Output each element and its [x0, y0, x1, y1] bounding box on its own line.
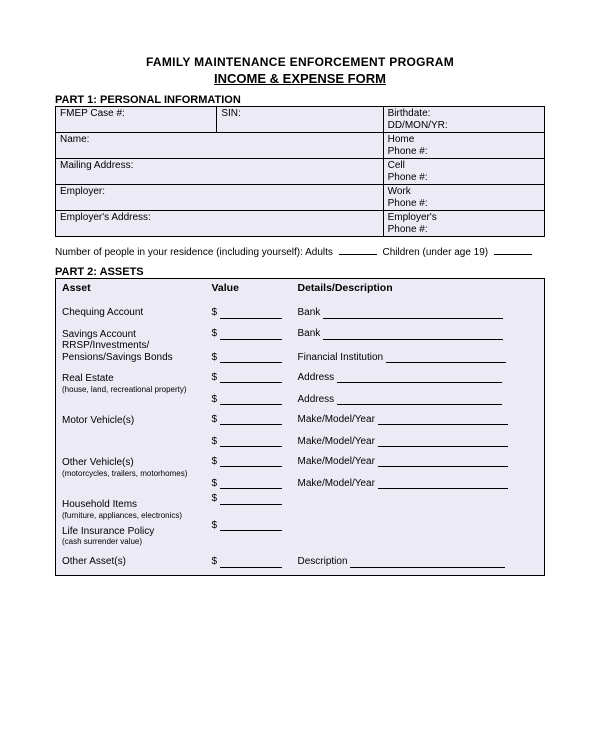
col-asset: Asset — [56, 279, 206, 298]
form-page: FAMILY MAINTENANCE ENFORCEMENT PROGRAM I… — [0, 0, 600, 596]
rrsp-inst[interactable] — [386, 362, 506, 363]
motor-value1[interactable] — [220, 424, 282, 425]
motor-value2[interactable] — [220, 446, 282, 447]
col-value: Value — [206, 279, 292, 298]
othervehicle-value2[interactable] — [220, 488, 282, 489]
asset-savings-rrsp: Savings AccountRRSP/Investments/ Pension… — [56, 323, 206, 364]
field-home-phone[interactable]: Home Phone #: — [383, 133, 544, 159]
asset-other: Other Asset(s) — [56, 550, 206, 568]
motor-mmyr1[interactable] — [378, 424, 508, 425]
realestate-value1[interactable] — [220, 382, 282, 383]
realestate-addr1[interactable] — [337, 382, 502, 383]
life-value[interactable] — [220, 530, 282, 531]
realestate-addr2[interactable] — [337, 404, 502, 405]
realestate-value2[interactable] — [220, 404, 282, 405]
other-desc[interactable] — [350, 567, 505, 568]
field-cell-phone[interactable]: Cell Phone #: — [383, 159, 544, 185]
othervehicle-mmyr1[interactable] — [378, 466, 508, 467]
rrsp-value[interactable] — [220, 362, 282, 363]
form-title: INCOME & EXPENSE FORM — [55, 71, 545, 86]
children-input[interactable] — [494, 254, 532, 255]
assets-table: Asset Value Details/Description Chequing… — [55, 278, 545, 576]
form-header: FAMILY MAINTENANCE ENFORCEMENT PROGRAM I… — [55, 55, 545, 86]
asset-life: Life Insurance Policy(cash surrender val… — [56, 520, 206, 547]
field-case[interactable]: FMEP Case #: — [56, 107, 217, 133]
part1-label: PART 1: PERSONAL INFORMATION — [55, 94, 545, 106]
field-sin[interactable]: SIN: — [217, 107, 383, 133]
program-name: FAMILY MAINTENANCE ENFORCEMENT PROGRAM — [55, 55, 545, 69]
field-name[interactable]: Name: — [56, 133, 384, 159]
field-employer[interactable]: Employer: — [56, 185, 384, 211]
asset-othervehicle: Other Vehicle(s)(motorcycles, trailers, … — [56, 451, 206, 489]
residence-line: Number of people in your residence (incl… — [55, 247, 545, 258]
savings-bank[interactable] — [323, 339, 503, 340]
field-employer-addr[interactable]: Employer's Address: — [56, 211, 384, 237]
othervehicle-value1[interactable] — [220, 466, 282, 467]
personal-info-table: FMEP Case #: SIN: Birthdate:DD/MON/YR: N… — [55, 106, 545, 237]
othervehicle-mmyr2[interactable] — [378, 488, 508, 489]
chequing-bank[interactable] — [323, 318, 503, 319]
col-details: Details/Description — [292, 279, 545, 298]
savings-value[interactable] — [220, 339, 282, 340]
household-value[interactable] — [220, 504, 282, 505]
field-work-phone[interactable]: Work Phone #: — [383, 185, 544, 211]
chequing-value[interactable] — [220, 318, 282, 319]
field-birthdate[interactable]: Birthdate:DD/MON/YR: — [383, 107, 544, 133]
asset-chequing: Chequing Account — [56, 301, 206, 319]
field-employer-phone[interactable]: Employer's Phone #: — [383, 211, 544, 237]
part2-label: PART 2: ASSETS — [55, 266, 545, 278]
field-mailing[interactable]: Mailing Address: — [56, 159, 384, 185]
motor-mmyr2[interactable] — [378, 446, 508, 447]
adults-input[interactable] — [339, 254, 377, 255]
asset-realestate: Real Estate(house, land, recreational pr… — [56, 367, 206, 405]
asset-household: Household Items(furniture, appliances, e… — [56, 493, 206, 520]
asset-motor: Motor Vehicle(s) — [56, 409, 206, 447]
other-value[interactable] — [220, 567, 282, 568]
